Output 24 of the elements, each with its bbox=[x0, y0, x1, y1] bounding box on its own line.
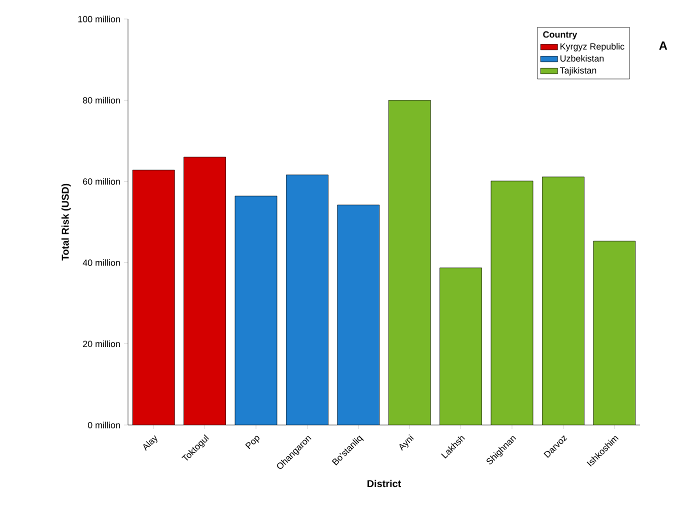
legend-title: Country bbox=[543, 31, 578, 40]
bar bbox=[337, 204, 380, 425]
bar bbox=[593, 240, 636, 425]
x-tick-label: Pop bbox=[245, 436, 260, 450]
y-tick-label: 20 million bbox=[83, 340, 120, 348]
bar bbox=[440, 268, 482, 425]
legend-label: Kyrgyz Republic bbox=[560, 43, 624, 52]
x-axis-title: District bbox=[368, 480, 402, 488]
y-tick-label: 80 million bbox=[82, 96, 120, 104]
y-tick-label: 0 million bbox=[88, 422, 120, 428]
bar bbox=[542, 176, 584, 425]
bar bbox=[235, 196, 277, 425]
text: A bbox=[659, 42, 668, 50]
bar bbox=[388, 100, 431, 425]
bar bbox=[491, 180, 533, 425]
bar bbox=[286, 174, 328, 425]
y-axis-title: Total Risk (USD) bbox=[61, 184, 71, 261]
legend-label: Tajikistan bbox=[560, 66, 596, 76]
y-tick-label: 100 million bbox=[78, 16, 120, 22]
bar bbox=[132, 170, 175, 425]
bar bbox=[184, 156, 226, 425]
y-tick-label: 60 million bbox=[83, 178, 120, 185]
y-tick-label: 40 million bbox=[82, 259, 120, 266]
legend-label: Uzbekistan bbox=[560, 55, 604, 62]
